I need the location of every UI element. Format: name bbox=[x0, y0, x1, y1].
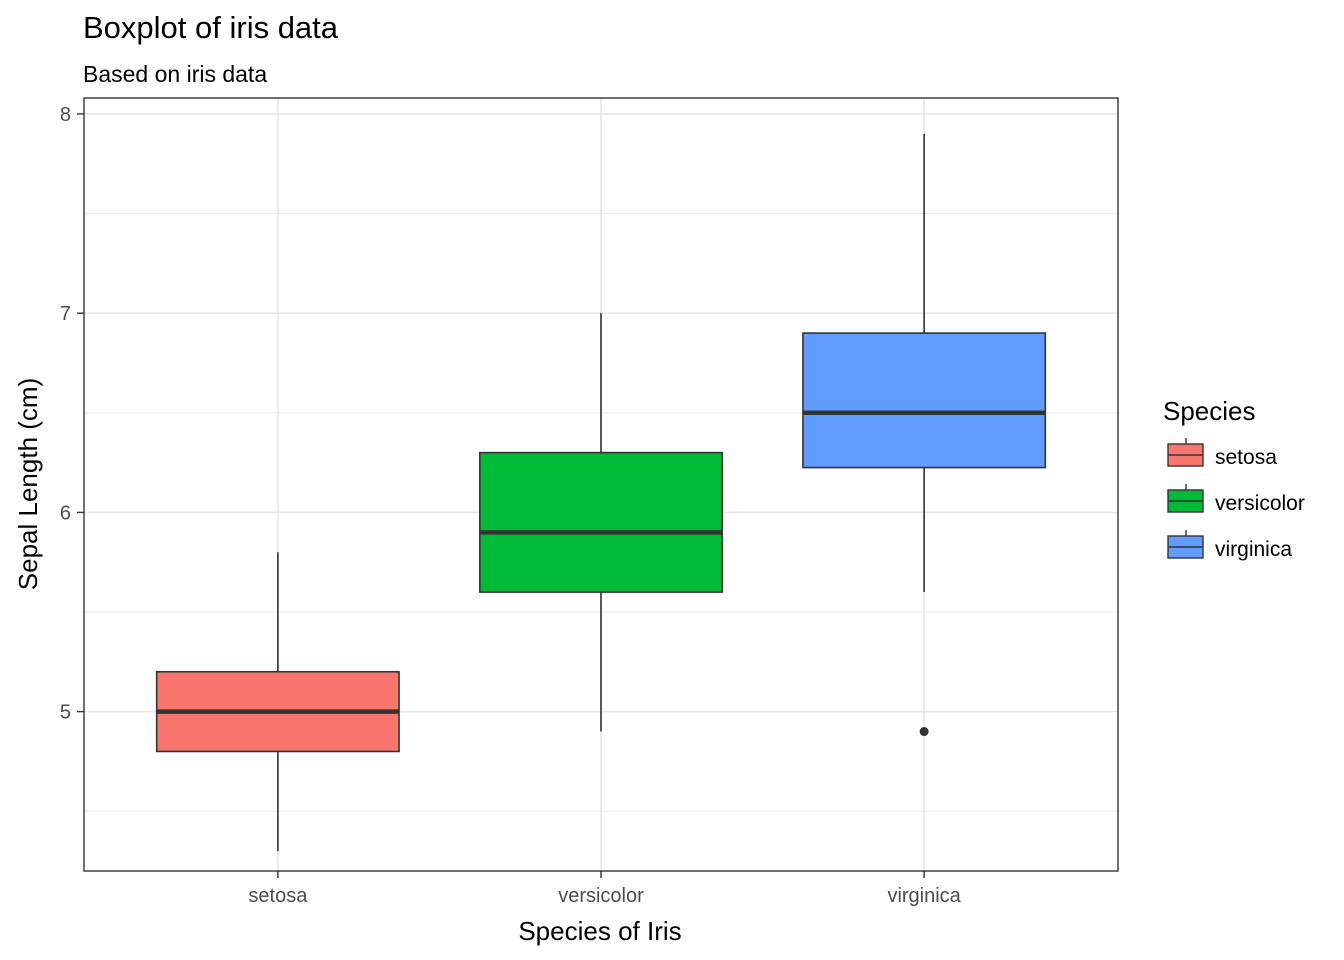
box-iqr bbox=[802, 332, 1047, 469]
legend-label: virginica bbox=[1215, 538, 1292, 561]
x-axis-title: Species of Iris bbox=[518, 916, 681, 946]
box-virginica bbox=[802, 133, 1047, 737]
y-tick-label: 8 bbox=[60, 104, 71, 126]
box-versicolor bbox=[479, 313, 723, 732]
y-tick-label: 7 bbox=[60, 303, 71, 325]
legend: Species setosa versicolor virginica bbox=[1163, 396, 1305, 561]
legend-label: setosa bbox=[1215, 446, 1277, 469]
legend-item-setosa: setosa bbox=[1167, 438, 1277, 469]
y-tick-label: 6 bbox=[60, 502, 71, 524]
chart-title: Boxplot of iris data bbox=[83, 10, 339, 45]
y-tick-label: 5 bbox=[60, 702, 71, 724]
boxes bbox=[155, 133, 1047, 852]
legend-item-versicolor: versicolor bbox=[1167, 484, 1305, 515]
legend-title: Species bbox=[1163, 396, 1256, 426]
chart-subtitle: Based on iris data bbox=[83, 61, 268, 87]
x-tick-label: versicolor bbox=[558, 885, 644, 907]
outlier-point bbox=[919, 727, 929, 737]
legend-item-virginica: virginica bbox=[1167, 530, 1292, 561]
legend-label: versicolor bbox=[1215, 492, 1305, 515]
axes: 5 6 7 8 setosa versicolor virginica bbox=[60, 104, 962, 907]
y-axis-title: Sepal Length (cm) bbox=[13, 378, 43, 590]
box-iqr bbox=[479, 451, 723, 593]
x-tick-label: setosa bbox=[248, 885, 308, 907]
box-setosa bbox=[155, 552, 400, 852]
x-tick-label: virginica bbox=[887, 885, 961, 907]
